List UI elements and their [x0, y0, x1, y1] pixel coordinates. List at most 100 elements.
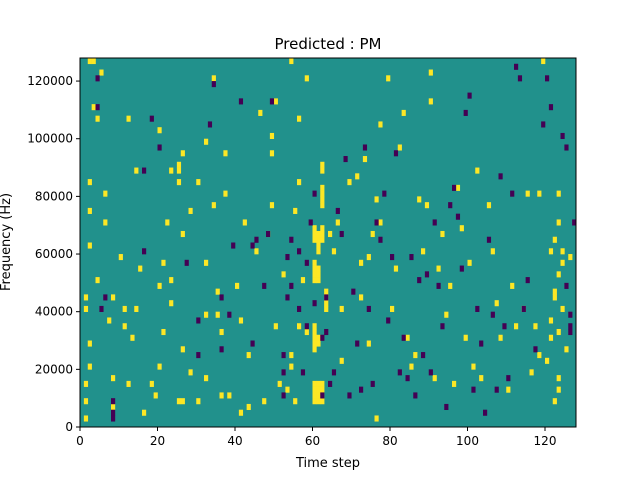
- heatmap-cell-high: [386, 75, 391, 82]
- heatmap-cell-high: [320, 167, 325, 174]
- heatmap-cell-high: [122, 305, 127, 312]
- heatmap-cell-high: [444, 311, 449, 318]
- heatmap-cell-high: [254, 248, 259, 255]
- heatmap-cell-high: [269, 202, 275, 209]
- heatmap-cell-high: [219, 328, 224, 336]
- heatmap-cell-low: [548, 104, 554, 111]
- heatmap-cell-low: [463, 109, 468, 116]
- heatmap-cell-high: [316, 265, 321, 272]
- heatmap-cell-high: [316, 277, 321, 284]
- heatmap-cell-high: [316, 242, 321, 249]
- heatmap-cell-high: [211, 202, 216, 209]
- heatmap-cell-high: [111, 375, 116, 382]
- heatmap-cell-high: [436, 265, 441, 272]
- heatmap-cell-low: [95, 104, 100, 111]
- heatmap-cell-high: [347, 179, 352, 186]
- heatmap-cell-low: [324, 328, 329, 336]
- heatmap-cell-low: [436, 282, 441, 289]
- heatmap-cell-low: [142, 248, 147, 255]
- heatmap-cell-high: [118, 254, 123, 261]
- heatmap-cell-low: [393, 150, 399, 157]
- heatmap-cell-low: [413, 392, 418, 399]
- heatmap-cell-high: [312, 340, 317, 347]
- heatmap-cell-high: [161, 259, 166, 266]
- heatmap-cell-low: [432, 219, 437, 226]
- heatmap-cell-high: [204, 138, 209, 145]
- heatmap-cell-high: [126, 380, 131, 387]
- heatmap-cell-high: [548, 248, 554, 255]
- heatmap-cell-high: [273, 98, 278, 105]
- heatmap-cell-high: [486, 202, 492, 209]
- heatmap-cell-high: [227, 392, 232, 399]
- heatmap-cell-low: [281, 352, 286, 359]
- heatmap-cell-high: [297, 323, 302, 330]
- heatmap-cell-high: [320, 161, 325, 168]
- heatmap-cell-high: [510, 282, 515, 289]
- heatmap-cell-high: [312, 277, 317, 284]
- heatmap-cell-high: [176, 179, 182, 186]
- heatmap-cell-low: [479, 340, 484, 347]
- heatmap-cell-high: [246, 403, 251, 411]
- heatmap-cell-low: [219, 346, 224, 353]
- heatmap-cell-high: [459, 225, 464, 232]
- x-tick-label: 80: [382, 434, 397, 448]
- heatmap-cell-high: [320, 196, 325, 203]
- heatmap-cell-low: [572, 219, 577, 226]
- heatmap-cell-high: [397, 144, 402, 151]
- heatmap-cell-low: [281, 392, 286, 399]
- heatmap-cell-low: [142, 167, 147, 174]
- heatmap-cell-high: [494, 300, 499, 307]
- heatmap-cell-high: [324, 305, 329, 312]
- heatmap-background: [80, 58, 576, 427]
- heatmap-cell-low: [564, 282, 569, 289]
- heatmap-cell-high: [312, 334, 317, 341]
- heatmap-cell-low: [568, 328, 573, 336]
- heatmap-cell-high: [153, 392, 158, 399]
- heatmap-cell-low: [459, 265, 464, 272]
- y-tick-label: 60000: [35, 247, 73, 261]
- heatmap-cell-high: [552, 288, 557, 295]
- heatmap-cell-low: [196, 317, 201, 324]
- heatmap-cell-low: [285, 294, 290, 301]
- heatmap-cell-high: [83, 380, 89, 387]
- heatmap-cell-high: [138, 265, 143, 272]
- heatmap-cell-low: [111, 398, 116, 405]
- heatmap-cell-high: [421, 248, 426, 255]
- heatmap-cell-low: [568, 323, 573, 330]
- heatmap-cell-low: [304, 259, 309, 266]
- heatmap-cell-low: [231, 242, 236, 249]
- heatmap-cell-low: [467, 92, 472, 99]
- heatmap-cell-low: [405, 375, 410, 382]
- heatmap-cell-high: [556, 271, 561, 278]
- heatmap-cell-high: [149, 380, 154, 387]
- x-tick-label: 20: [150, 434, 165, 448]
- x-axis: 0 20 40 60 80 100 120: [76, 427, 556, 448]
- heatmap-cell-high: [223, 150, 228, 157]
- heatmap-cell-high: [362, 156, 368, 163]
- heatmap-cell-high: [180, 346, 185, 353]
- plot-frame: [79, 57, 577, 428]
- heatmap-cell-high: [215, 288, 220, 295]
- heatmap-cell-high: [246, 352, 251, 359]
- heatmap-cell-high: [87, 179, 92, 186]
- heatmap-cell-low: [378, 236, 383, 243]
- heatmap-cell-high: [316, 380, 321, 387]
- heatmap-cell-low: [483, 409, 488, 416]
- heatmap-cell-high: [537, 190, 542, 197]
- heatmap-cell-high: [548, 334, 554, 341]
- heatmap-cell-high: [320, 386, 325, 393]
- heatmap-cell-high: [176, 398, 182, 405]
- heatmap-cell-high: [320, 184, 325, 191]
- heatmap-cell-high: [312, 398, 317, 405]
- heatmap-cell-low: [386, 317, 391, 324]
- heatmap-cell-high: [297, 115, 302, 122]
- heatmap-cell-low: [370, 380, 375, 387]
- x-tick-label: 40: [227, 434, 242, 448]
- heatmap-cell-high: [424, 202, 430, 209]
- heatmap-cell-high: [316, 386, 321, 393]
- heatmap-cell-high: [324, 288, 329, 295]
- heatmap-cell-low: [347, 392, 352, 399]
- heatmap-cell-high: [316, 236, 321, 243]
- heatmap-cell-low: [304, 323, 309, 330]
- heatmap-cell-high: [335, 219, 340, 226]
